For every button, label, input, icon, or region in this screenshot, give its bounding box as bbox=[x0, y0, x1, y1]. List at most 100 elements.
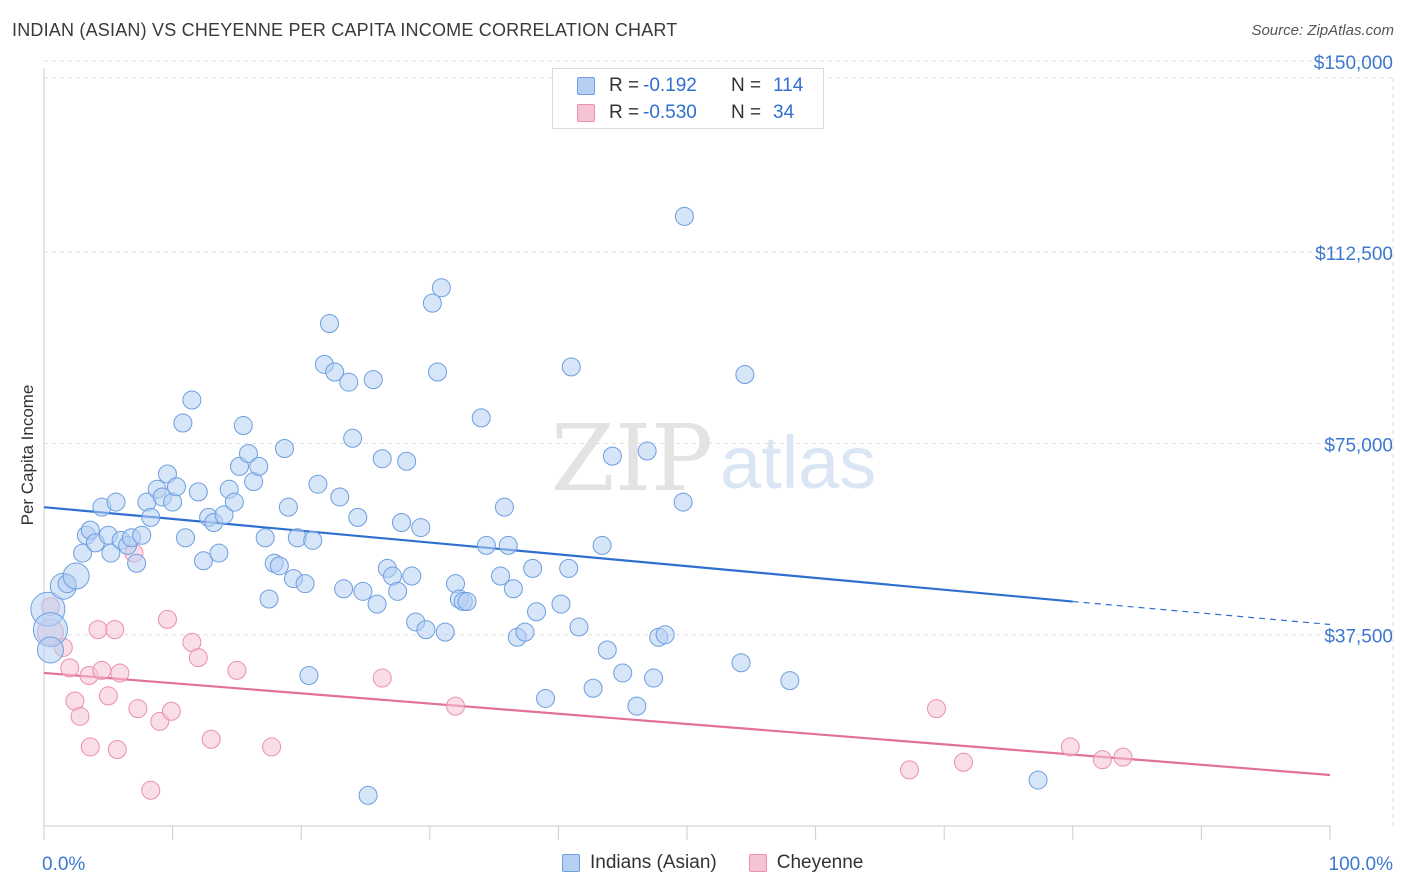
y-tick-label: $150,000 bbox=[1314, 53, 1393, 74]
indians-asian-point bbox=[367, 594, 387, 614]
indians-asian-point bbox=[559, 558, 579, 578]
legend-row-cheyenne: R = -0.530 N = 34 bbox=[577, 101, 794, 125]
indians-asian-point bbox=[353, 581, 373, 601]
legend-label: Cheyenne bbox=[776, 852, 864, 873]
series-legend: Indians (Asian) Cheyenne bbox=[562, 852, 895, 874]
n-label: N = bbox=[731, 75, 762, 96]
cheyenne-point bbox=[201, 729, 221, 749]
n-label: N = bbox=[731, 102, 762, 123]
indians-asian-point bbox=[233, 416, 253, 436]
y-tick-label: $75,000 bbox=[1324, 435, 1393, 456]
indians-asian-point bbox=[330, 487, 350, 507]
indians-asian-point bbox=[339, 372, 359, 392]
chart-title: INDIAN (ASIAN) VS CHEYENNE PER CAPITA IN… bbox=[12, 20, 678, 40]
cheyenne-point bbox=[70, 706, 90, 726]
indians-asian-point bbox=[334, 579, 354, 599]
cheyenne-point bbox=[1092, 750, 1112, 770]
indians-asian-point bbox=[269, 556, 289, 576]
x-tick-label: 100.0% bbox=[1329, 854, 1394, 875]
indians-asian-point bbox=[325, 362, 345, 382]
cheyenne-point bbox=[926, 699, 946, 719]
pink-swatch bbox=[577, 104, 595, 122]
blue-swatch bbox=[577, 77, 595, 95]
indians-asian-point bbox=[348, 507, 368, 527]
indians-asian-point bbox=[101, 543, 121, 563]
indians-asian-point bbox=[182, 390, 202, 410]
cheyenne-points bbox=[36, 543, 1133, 800]
indians-asian-point bbox=[278, 497, 298, 517]
r-value: -0.530 bbox=[643, 102, 697, 123]
cheyenne-point bbox=[105, 620, 125, 640]
cheyenne-point bbox=[899, 760, 919, 780]
indians-asian-point bbox=[422, 293, 442, 313]
cheyenne-point bbox=[110, 663, 130, 683]
legend-label: Indians (Asian) bbox=[590, 852, 717, 873]
indians-asian-point bbox=[106, 492, 126, 512]
cheyenne-point bbox=[953, 752, 973, 772]
indians-asian-point bbox=[569, 617, 589, 637]
indians-asian-point bbox=[515, 622, 535, 642]
x-tick-label: 0.0% bbox=[42, 854, 85, 875]
indians-asian-point bbox=[536, 688, 556, 708]
cheyenne-point bbox=[157, 609, 177, 629]
source-credit: Source: ZipAtlas.com bbox=[1251, 22, 1394, 39]
indians-asian-point bbox=[238, 444, 258, 464]
indians-asian-point bbox=[274, 439, 294, 459]
indians-asian-points bbox=[30, 206, 1048, 805]
legend-item-cheyenne: Cheyenne bbox=[748, 852, 864, 874]
cheyenne-point bbox=[88, 620, 108, 640]
pink-swatch bbox=[748, 854, 767, 872]
cheyenne-point bbox=[188, 648, 208, 668]
indians-asian-point bbox=[224, 492, 244, 512]
indians-asian-point bbox=[173, 413, 193, 433]
indians-asian-point bbox=[255, 528, 275, 548]
indians-asian-point bbox=[644, 668, 664, 688]
axes bbox=[43, 68, 1331, 840]
indians-asian-point bbox=[62, 562, 90, 590]
indians-asian-point bbox=[494, 497, 514, 517]
indians-asian-point bbox=[637, 441, 657, 461]
n-value: 114 bbox=[773, 75, 804, 96]
cheyenne-point bbox=[446, 696, 466, 716]
cheyenne-point bbox=[1060, 737, 1080, 757]
indians-asian-point bbox=[127, 553, 147, 573]
indians-asian-point bbox=[561, 357, 581, 377]
indians-asian-point bbox=[523, 558, 543, 578]
indians-asian-point bbox=[372, 449, 392, 469]
indians-asian-point bbox=[431, 278, 451, 298]
n-value: 34 bbox=[773, 102, 795, 123]
indians-asian-point bbox=[735, 365, 755, 385]
legend-item-indians-asian: Indians (Asian) bbox=[562, 852, 717, 874]
cheyenne-point bbox=[60, 658, 80, 678]
indians-asian-point bbox=[36, 636, 64, 664]
trend-lines bbox=[43, 506, 1331, 777]
indians-asian-point bbox=[319, 314, 339, 334]
cheyenne-point bbox=[227, 660, 247, 680]
watermark-atlas: atlas bbox=[720, 421, 876, 504]
indians-asian-point bbox=[132, 525, 152, 545]
indians-asian-point bbox=[435, 622, 455, 642]
indians-asian-point bbox=[551, 594, 571, 614]
tick-labels: $37,500 $75,000 $112,500 $150,000 0.0% 100.0% bbox=[42, 53, 1393, 875]
indians-asian-point bbox=[303, 530, 323, 550]
indians-asian-point bbox=[308, 474, 328, 494]
indians-asian-point bbox=[166, 477, 186, 497]
indians-asian-point bbox=[363, 370, 383, 390]
indians-asian-point bbox=[343, 428, 363, 448]
indians-asian-point bbox=[188, 482, 208, 502]
cheyenne-point bbox=[107, 739, 127, 759]
indians-asian-point bbox=[299, 666, 319, 686]
indians-asian-point bbox=[397, 451, 417, 471]
correlation-legend: R = -0.192 N = 114 R = -0.530 N = 34 bbox=[552, 68, 824, 129]
r-label: R = bbox=[609, 102, 640, 123]
r-value: -0.192 bbox=[643, 75, 697, 96]
indians-asian-point bbox=[428, 362, 448, 382]
indians-asian-point bbox=[259, 589, 279, 609]
indians-asian-point bbox=[193, 551, 213, 571]
blue-swatch bbox=[562, 854, 580, 872]
indians-asian-point bbox=[503, 579, 523, 599]
cheyenne-point bbox=[372, 668, 392, 688]
indians-asian-point bbox=[527, 602, 547, 622]
indians-asian-point bbox=[627, 696, 647, 716]
